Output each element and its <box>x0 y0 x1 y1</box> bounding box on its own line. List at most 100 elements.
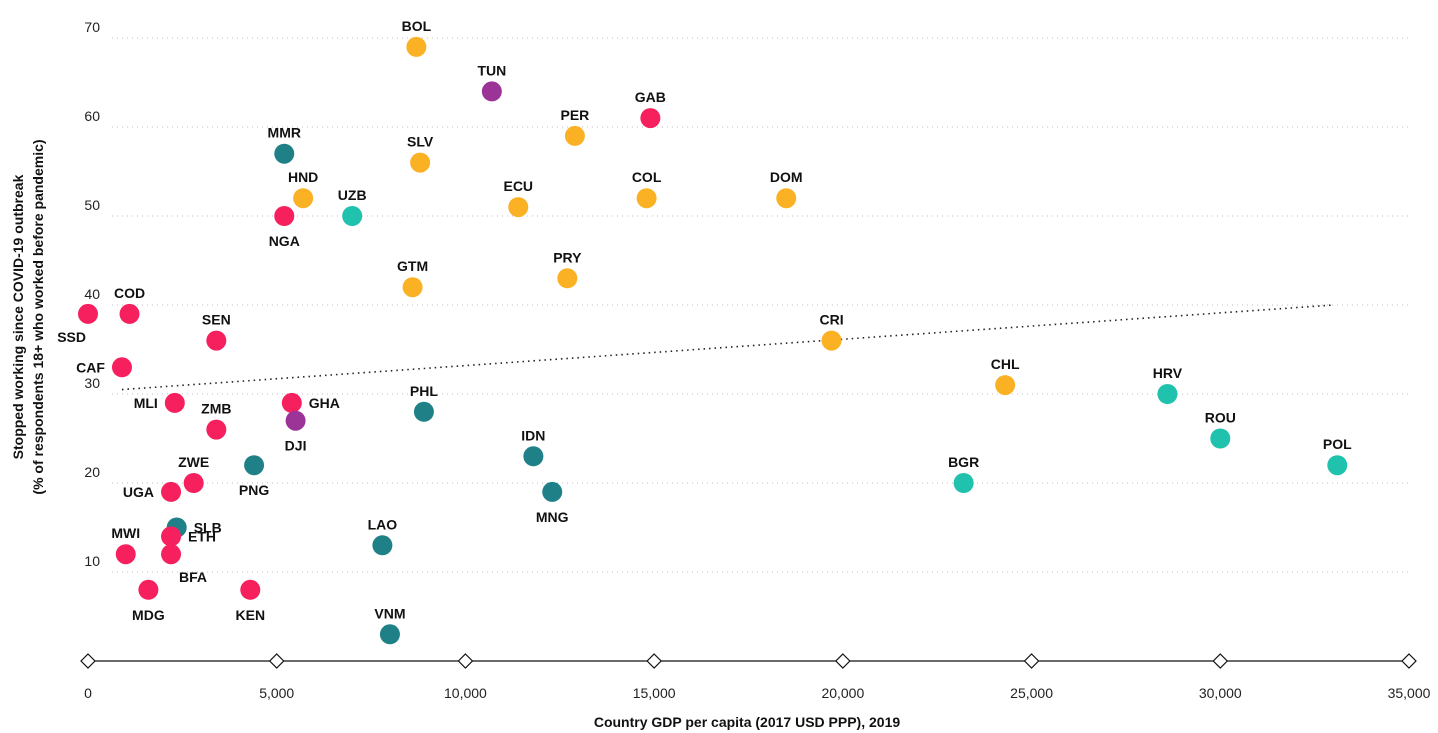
point-lao <box>372 535 393 556</box>
point-ecu <box>508 197 529 218</box>
x-axis: 0 5,000 10,000 15,000 20,000 25,000 30,000 35,0… <box>80 653 1431 701</box>
point-cri <box>821 330 842 351</box>
point-gtm <box>402 277 423 298</box>
label-hnd: HND <box>288 169 318 185</box>
label-png: PNG <box>239 482 269 498</box>
point-idn <box>523 446 544 467</box>
y-tick-label: 40 <box>84 286 100 302</box>
label-zwe: ZWE <box>178 454 209 470</box>
label-slv: SLV <box>407 134 434 150</box>
point-sen <box>206 330 227 351</box>
point-per <box>564 125 585 146</box>
point-gab <box>640 108 661 129</box>
x-tick-label: 0 <box>84 685 92 701</box>
x-tick-label: 5,000 <box>259 685 294 701</box>
point-col <box>636 188 657 209</box>
label-tun: TUN <box>477 62 506 78</box>
point-ken <box>240 579 261 600</box>
label-dom: DOM <box>770 169 803 185</box>
x-tick-marker <box>1212 653 1229 669</box>
x-tick-marker <box>646 653 662 669</box>
point-eth <box>161 526 182 547</box>
label-cri: CRI <box>819 312 843 328</box>
point-phl <box>413 401 434 422</box>
point-dom <box>776 188 797 209</box>
label-mmr: MMR <box>268 125 301 141</box>
label-bgr: BGR <box>948 454 979 470</box>
label-cod: COD <box>114 285 145 301</box>
point-tun <box>481 81 502 102</box>
label-ken: KEN <box>236 607 266 623</box>
label-ecu: ECU <box>503 178 533 194</box>
point-bgr <box>953 473 974 493</box>
point-nga <box>274 206 295 226</box>
label-eth: ETH <box>188 528 216 544</box>
label-uga: UGA <box>123 484 154 500</box>
point-mli <box>164 392 185 413</box>
label-rou: ROU <box>1205 410 1236 426</box>
point-slv <box>410 152 431 173</box>
label-uzb: UZB <box>338 187 367 203</box>
label-zmb: ZMB <box>201 401 231 417</box>
point-chl <box>995 375 1016 396</box>
point-hnd <box>293 188 314 209</box>
label-ssd: SSD <box>57 329 86 345</box>
label-chl: CHL <box>991 356 1020 372</box>
point-mdg <box>138 579 159 600</box>
x-tick-label: 15,000 <box>633 685 676 701</box>
point-ssd <box>78 303 98 324</box>
data-points <box>78 36 1348 645</box>
label-gha: GHA <box>309 395 340 411</box>
x-tick-label: 25,000 <box>1010 685 1053 701</box>
gridlines: 10 20 30 40 50 60 70 <box>84 19 1409 573</box>
y-tick-label: 50 <box>84 197 100 213</box>
y-tick-label: 60 <box>84 108 100 124</box>
label-mwi: MWI <box>111 525 140 541</box>
x-tick-marker <box>457 653 474 669</box>
y-axis-subtitle: (% of respondents 18+ who worked before … <box>30 139 46 494</box>
x-axis-title: Country GDP per capita (2017 USD PPP), 2… <box>594 714 901 730</box>
point-zmb <box>206 419 227 440</box>
label-dji: DJI <box>285 438 307 454</box>
point-rou <box>1210 428 1231 449</box>
label-pry: PRY <box>553 249 582 265</box>
label-per: PER <box>560 107 589 123</box>
point-uga <box>161 481 182 502</box>
x-tick-marker <box>80 653 96 669</box>
point-mng <box>542 481 563 502</box>
point-caf <box>111 357 132 378</box>
trendline-layer <box>121 304 1334 391</box>
point-uzb <box>342 206 363 226</box>
label-mng: MNG <box>536 509 569 525</box>
label-phl: PHL <box>410 383 438 399</box>
label-gab: GAB <box>635 89 666 105</box>
x-tick-marker <box>1401 653 1417 669</box>
point-bol <box>406 36 427 57</box>
x-tick-label: 30,000 <box>1199 685 1242 701</box>
x-tick-marker <box>1023 653 1040 669</box>
label-bol: BOL <box>402 18 432 34</box>
label-lao: LAO <box>368 516 398 532</box>
label-slb: SLB <box>194 520 222 536</box>
label-bfa: BFA <box>179 569 207 585</box>
point-labels: BOL TUN GAB PER MMR SLV HND UZB NGA ECU COL DOM GTM P… <box>57 18 1352 623</box>
y-tick-label: 10 <box>84 553 100 569</box>
y-axis-title: Stopped working since COVID-19 outbreak <box>10 174 26 459</box>
label-pol: POL <box>1323 436 1352 452</box>
x-tick-marker <box>268 653 285 669</box>
y-tick-label: 30 <box>84 375 100 391</box>
point-hrv <box>1157 384 1178 404</box>
x-tick-marker <box>835 653 851 669</box>
point-dji <box>285 410 306 431</box>
label-idn: IDN <box>521 427 545 443</box>
label-mdg: MDG <box>132 607 165 623</box>
y-tick-label: 20 <box>84 464 100 480</box>
point-gha <box>281 392 302 413</box>
label-hrv: HRV <box>1153 365 1183 381</box>
point-mwi <box>115 544 136 565</box>
x-tick-label: 20,000 <box>821 685 864 701</box>
point-png <box>244 455 265 476</box>
label-mli: MLI <box>134 395 158 411</box>
label-nga: NGA <box>269 233 300 249</box>
